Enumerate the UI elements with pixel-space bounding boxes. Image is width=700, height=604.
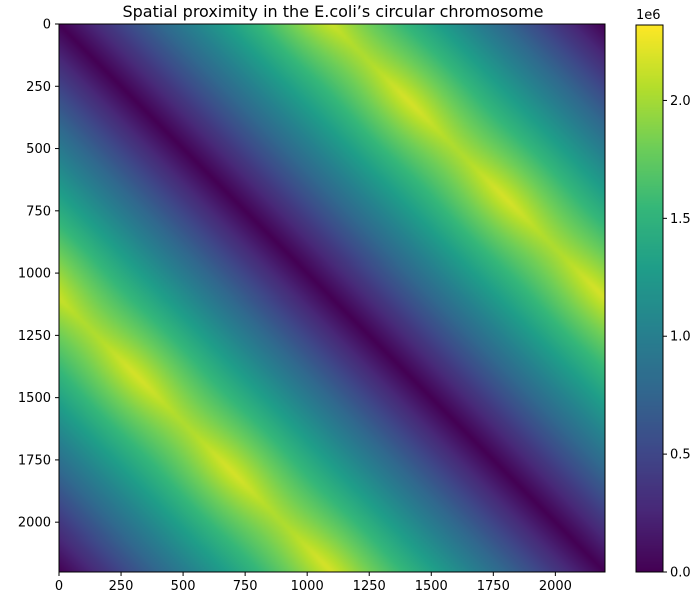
y-tick-label: 0 xyxy=(43,18,51,33)
colorbar-gradient xyxy=(636,25,663,572)
y-tick-label: 1750 xyxy=(18,453,51,468)
colorbar-tick-label: 0.5 xyxy=(670,448,691,463)
colorbar-tick-label: 1.5 xyxy=(670,212,691,227)
y-tick-label: 750 xyxy=(26,204,51,219)
x-tick-label: 1750 xyxy=(477,579,510,594)
y-tick-label: 1500 xyxy=(18,391,51,406)
colorbar: 1e6 0.0 0.5 1.0 1.5 2.0 xyxy=(635,8,691,581)
colorbar-offset-label: 1e6 xyxy=(636,8,661,23)
colorbar-tick-label: 1.0 xyxy=(670,330,691,345)
y-tick-label: 1000 xyxy=(18,267,51,282)
y-tick-label: 1250 xyxy=(18,329,51,344)
x-tick-label: 0 xyxy=(55,579,63,594)
x-tick-label: 1250 xyxy=(353,579,386,594)
x-tick-label: 250 xyxy=(109,579,134,594)
colorbar-ticks: 0.0 0.5 1.0 1.5 2.0 xyxy=(663,94,691,581)
colorbar-tick-label: 2.0 xyxy=(670,94,691,109)
y-tick-label: 250 xyxy=(26,80,51,95)
y-tick-label: 500 xyxy=(26,142,51,157)
x-tick-label: 1500 xyxy=(415,579,448,594)
x-tick-label: 750 xyxy=(233,579,258,594)
x-axis: 0 250 500 750 1000 1250 1500 1750 2000 xyxy=(55,572,572,594)
heatmap-image xyxy=(59,24,605,572)
y-axis: 0 250 500 750 1000 1250 1500 1750 2000 xyxy=(18,18,59,531)
x-tick-label: 2000 xyxy=(539,579,572,594)
x-tick-label: 500 xyxy=(171,579,196,594)
chart-title: Spatial proximity in the E.coli’s circul… xyxy=(122,2,543,21)
x-tick-label: 1000 xyxy=(291,579,324,594)
colorbar-tick-label: 0.0 xyxy=(670,566,691,581)
heatmap-plot-area xyxy=(58,23,606,573)
y-tick-label: 2000 xyxy=(18,516,51,531)
plot-frame xyxy=(58,23,606,573)
colorbar-frame xyxy=(635,24,664,573)
